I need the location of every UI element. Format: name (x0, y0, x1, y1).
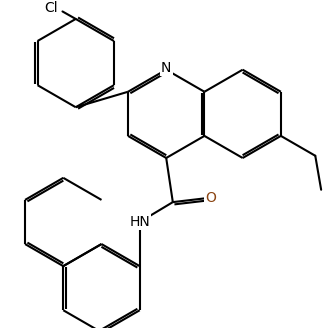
Text: HN: HN (129, 215, 150, 229)
Text: O: O (205, 191, 216, 205)
Text: N: N (161, 60, 172, 75)
Text: Cl: Cl (45, 1, 58, 15)
